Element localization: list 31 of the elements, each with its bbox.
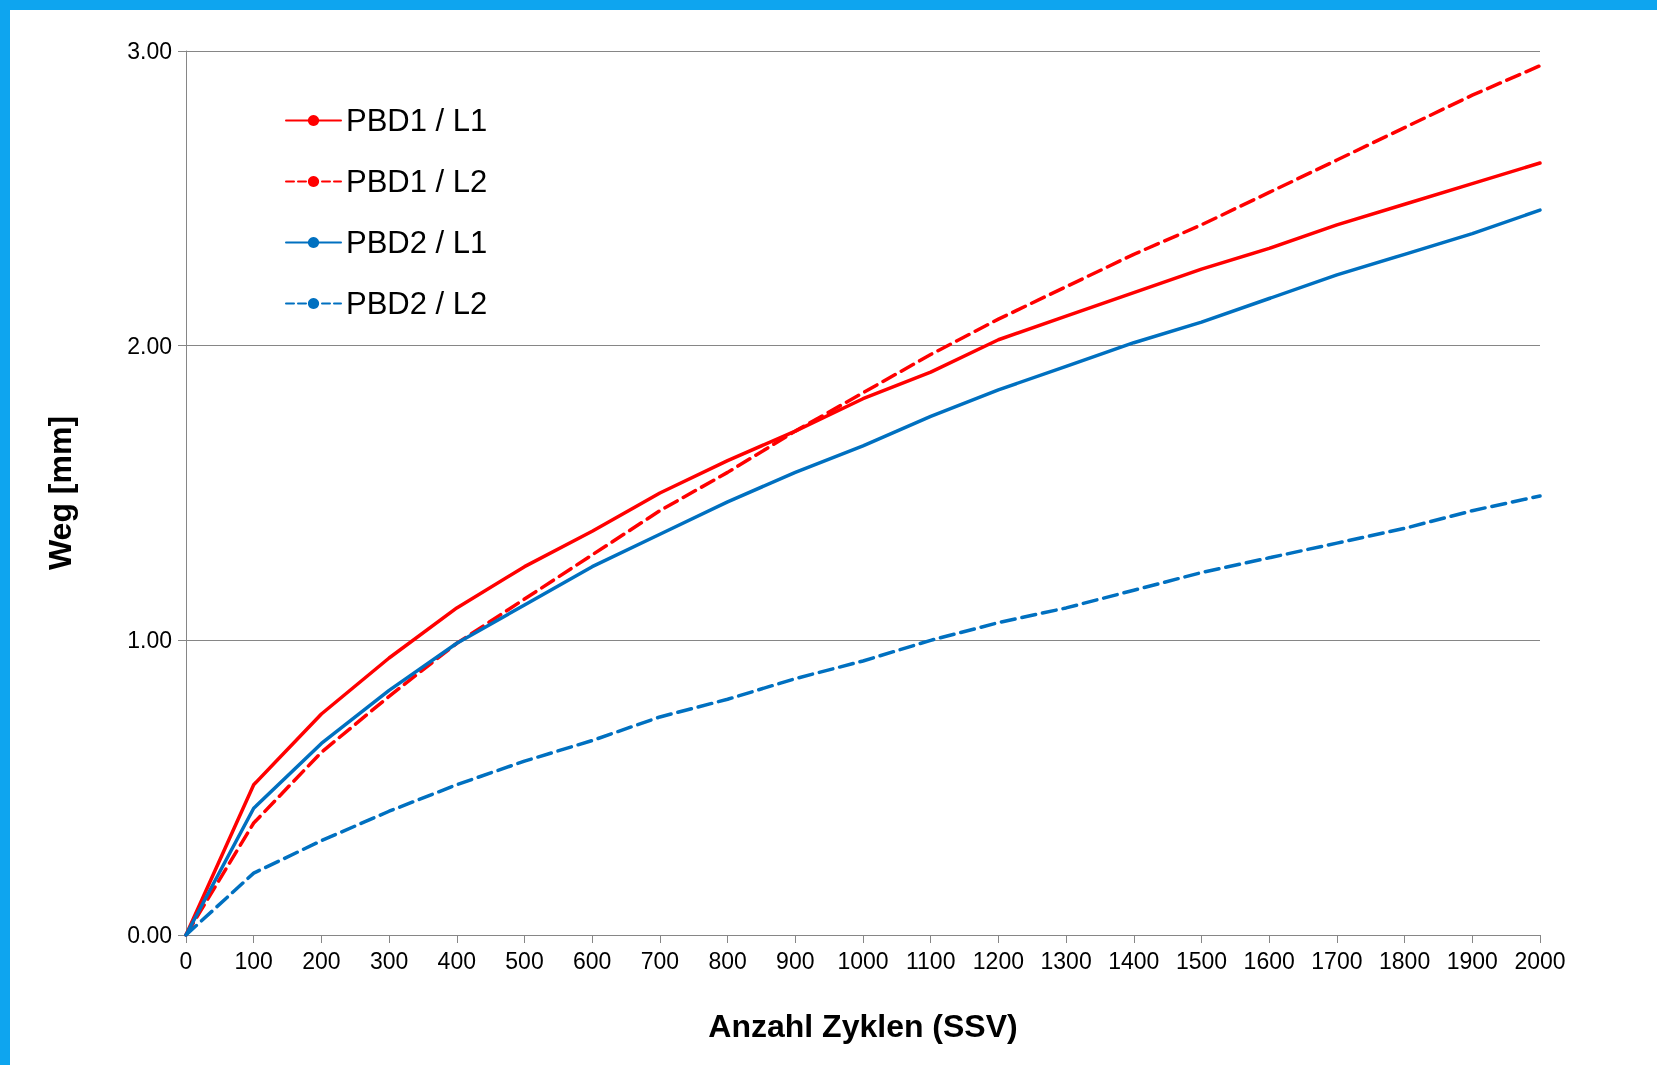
x-tick-label: 1000 bbox=[837, 947, 889, 974]
x-tick-label: 1700 bbox=[1311, 947, 1363, 974]
y-axis-title: Weg [mm] bbox=[42, 415, 78, 571]
x-tick-label: 2000 bbox=[1514, 947, 1566, 974]
x-axis-title: Anzahl Zyklen (SSV) bbox=[708, 1008, 1018, 1044]
x-tick-label: 1300 bbox=[1040, 947, 1092, 974]
x-tick-label: 0 bbox=[179, 947, 193, 974]
x-tick-label: 1400 bbox=[1108, 947, 1160, 974]
x-tick-label: 600 bbox=[573, 947, 612, 974]
x-tick-label: 700 bbox=[640, 947, 680, 974]
x-tick-label: 1900 bbox=[1446, 947, 1498, 974]
x-tick-label: 1200 bbox=[972, 947, 1024, 974]
x-tick-label: 1800 bbox=[1379, 947, 1431, 974]
x-tick-label: 100 bbox=[234, 947, 273, 974]
x-tick-label: 900 bbox=[776, 947, 815, 974]
y-tick-label: 2.00 bbox=[127, 332, 172, 359]
legend-label: PBD2 / L2 bbox=[346, 286, 488, 321]
y-tick-label: 0.00 bbox=[127, 922, 172, 948]
x-tick-label: 1600 bbox=[1243, 947, 1295, 974]
x-tick-label: 800 bbox=[708, 947, 747, 974]
y-tick-label: 3.00 bbox=[127, 38, 172, 64]
x-tick-label: 1100 bbox=[905, 947, 956, 974]
legend-label: PBD1 / L2 bbox=[346, 164, 488, 199]
x-tick-label: 200 bbox=[302, 947, 341, 974]
x-tick-label: 300 bbox=[369, 947, 409, 974]
x-tick-label: 1500 bbox=[1175, 947, 1228, 974]
legend-label: PBD2 / L1 bbox=[346, 225, 488, 260]
x-tick-label: 400 bbox=[437, 947, 476, 974]
x-tick-label: 500 bbox=[505, 947, 544, 974]
y-tick-label: 1.00 bbox=[127, 627, 172, 654]
legend-label: PBD1 / L1 bbox=[346, 103, 488, 138]
